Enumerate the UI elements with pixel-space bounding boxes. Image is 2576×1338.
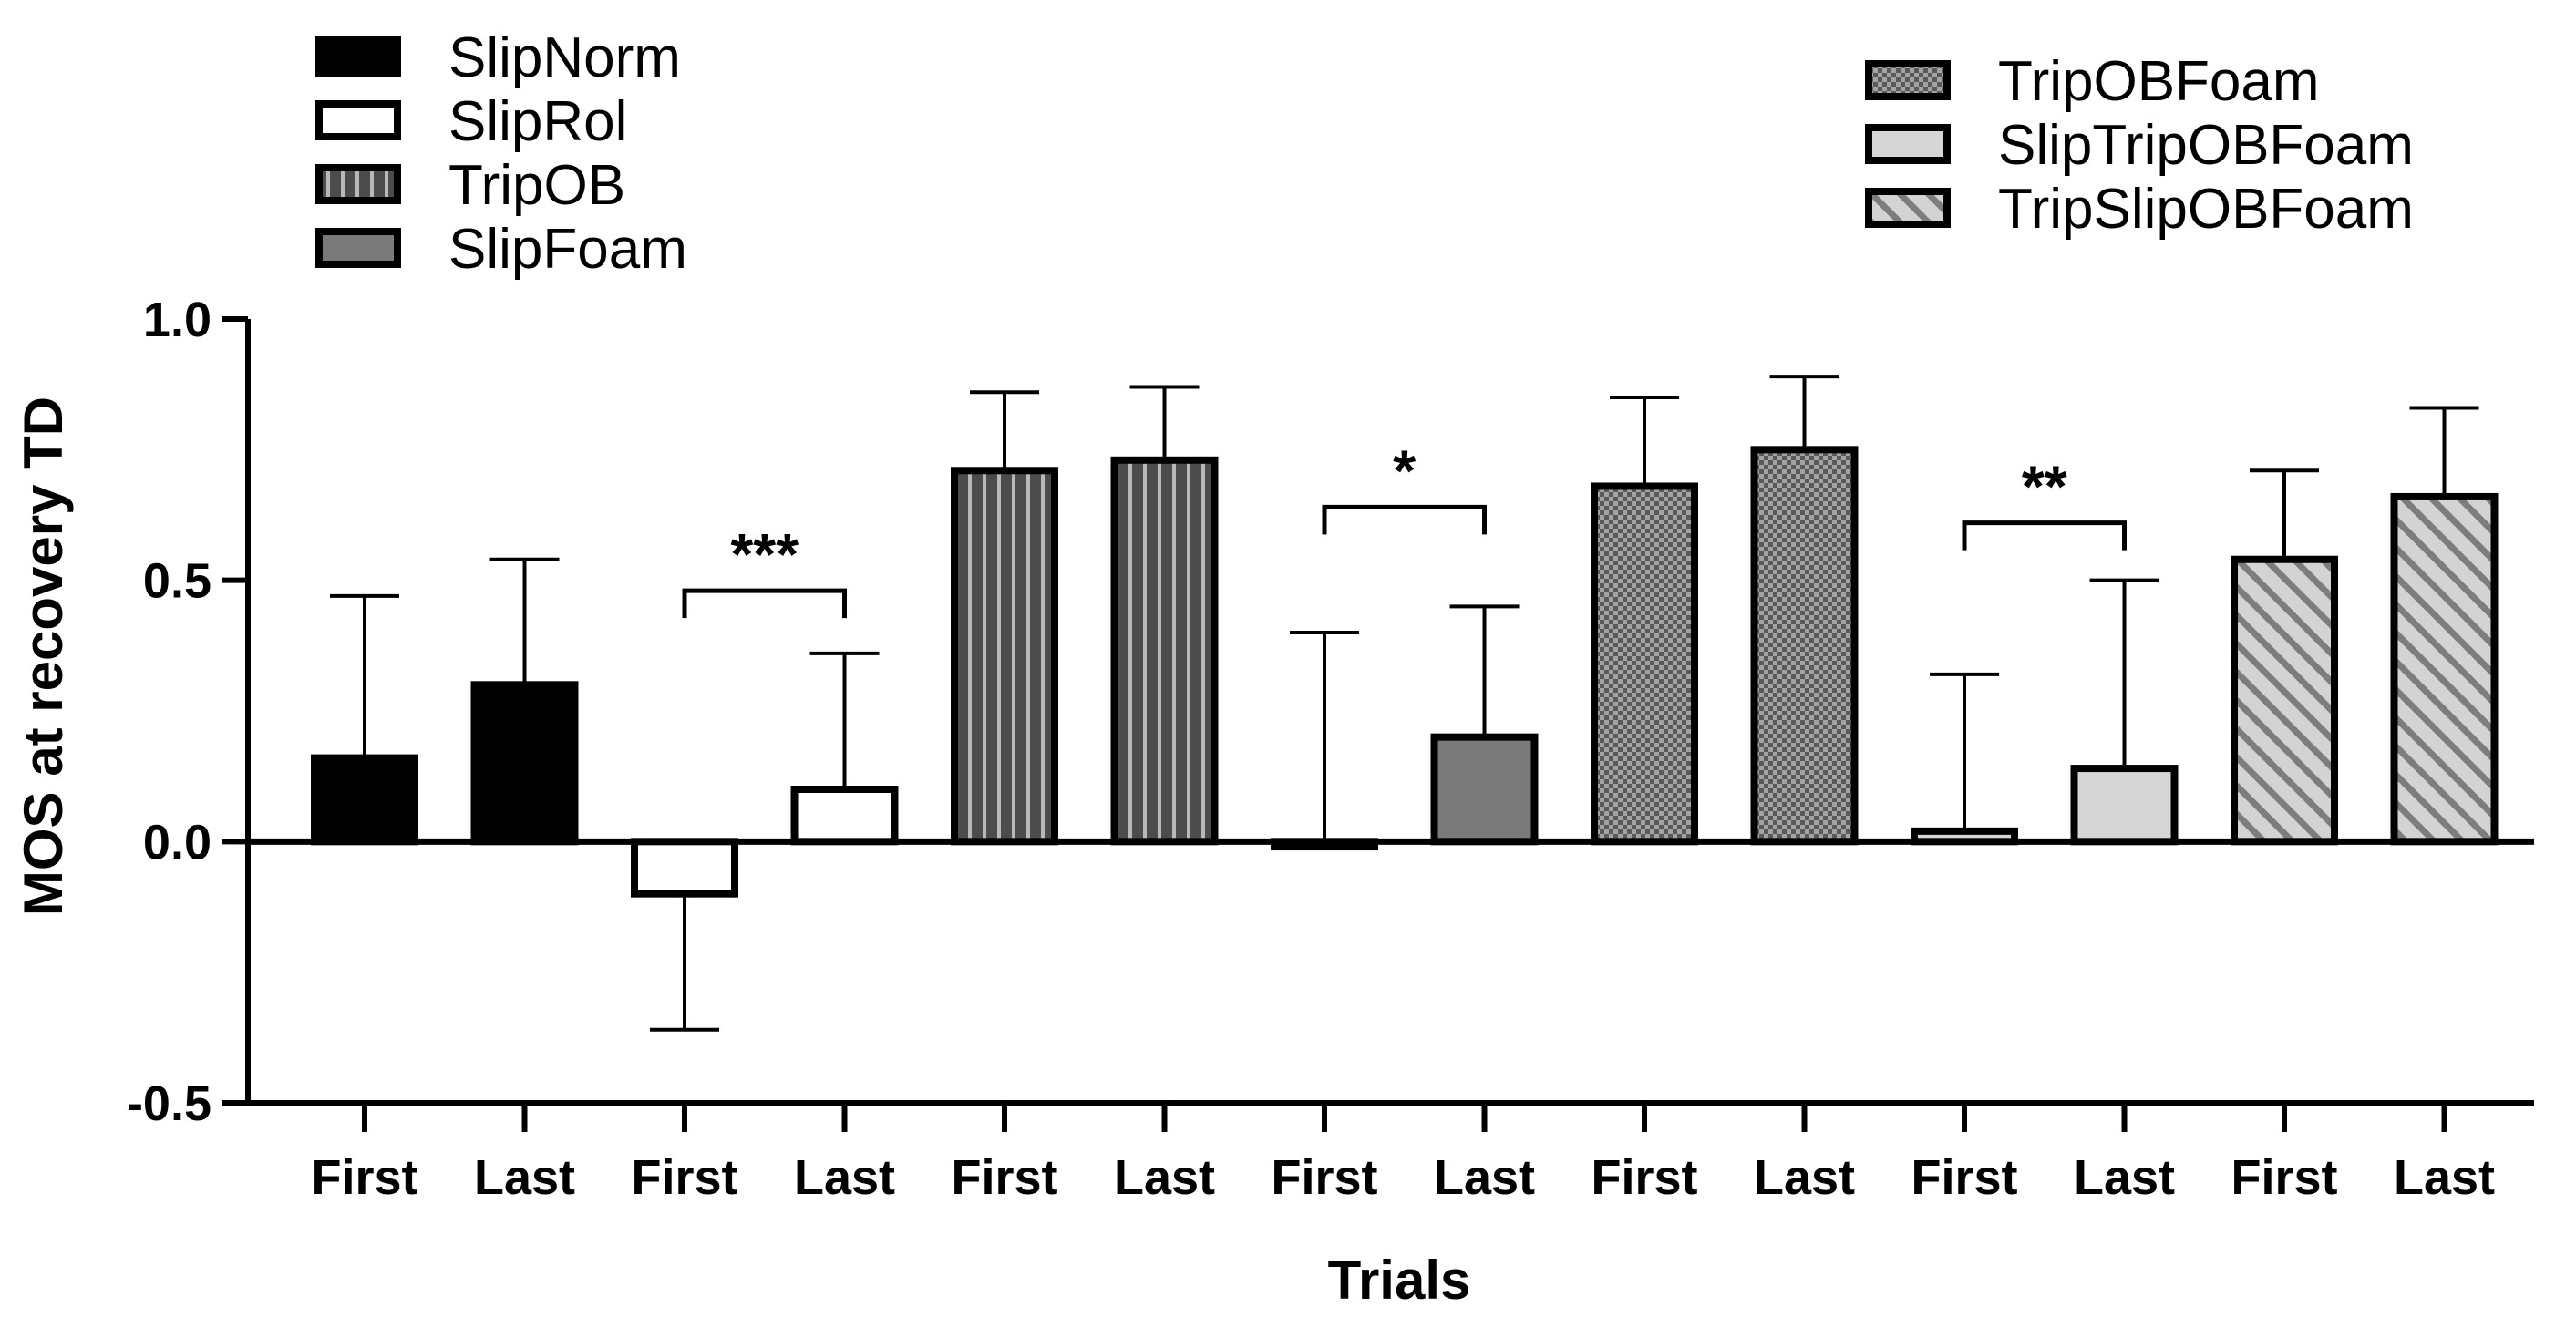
legend-label-sliptripobfoam: SlipTripOBFoam bbox=[1998, 114, 2414, 177]
bar-tripob-first bbox=[951, 467, 1058, 846]
y-axis-title: MOS at recovery TD bbox=[13, 396, 74, 916]
bar-slipnorm-last bbox=[470, 681, 579, 846]
bar-tripobfoam-last bbox=[1750, 446, 1859, 846]
x-tick-label: First bbox=[631, 1150, 737, 1205]
legend-swatch-slipfoam bbox=[315, 228, 401, 268]
x-tick-label: First bbox=[951, 1150, 1057, 1205]
x-tick-label: Last bbox=[1754, 1150, 1855, 1205]
x-tick-label: Last bbox=[474, 1150, 575, 1205]
significance-bracket bbox=[1962, 520, 2127, 551]
bar-sliprol-last bbox=[790, 786, 899, 846]
bar-tripobfoam-first bbox=[1591, 482, 1698, 846]
legend-label-tripslipobfoam: TripSlipOBFoam bbox=[1998, 178, 2414, 241]
legend-swatch-tripob bbox=[315, 164, 401, 204]
significance-bracket bbox=[682, 588, 847, 619]
legend-label-slipfoam: SlipFoam bbox=[448, 218, 687, 281]
x-tick-label: Last bbox=[1434, 1150, 1535, 1205]
bar-sliprol-first bbox=[631, 838, 738, 898]
x-tick-label: Last bbox=[1114, 1150, 1215, 1205]
legend-label-tripobfoam: TripOBFoam bbox=[1998, 50, 2320, 113]
y-tick-label: -0.5 bbox=[127, 1076, 211, 1131]
x-tick-label: First bbox=[2231, 1150, 2337, 1205]
y-tick-label: 1.0 bbox=[143, 293, 211, 347]
legend-label-tripob: TripOB bbox=[448, 154, 625, 217]
significance-label: ** bbox=[2022, 454, 2067, 520]
legend-swatch-slipnorm bbox=[315, 36, 401, 77]
x-tick-label: Last bbox=[2394, 1150, 2495, 1205]
legend-swatch-tripslipobfoam bbox=[1865, 188, 1951, 228]
legend-swatch-sliptripobfoam bbox=[1865, 124, 1951, 164]
x-tick-label: Last bbox=[2074, 1150, 2175, 1205]
legend-swatch-tripobfoam bbox=[1865, 60, 1951, 100]
legend-swatch-sliprol bbox=[315, 100, 401, 140]
x-tick-label: First bbox=[1591, 1150, 1697, 1205]
axes: -0.5 0.0 0.5 1.0 First Last First Last First Last… bbox=[127, 293, 2534, 1205]
x-tick-label: Last bbox=[794, 1150, 895, 1205]
significance-markers: **** ** bbox=[682, 437, 2127, 619]
bar-tripslipobfoam-first bbox=[2231, 555, 2338, 846]
bar-slipnorm-first bbox=[311, 754, 418, 846]
x-tick-label: First bbox=[1911, 1150, 2017, 1205]
bar-slipfoam-last bbox=[1430, 733, 1539, 846]
bar-sliptripobfoam-last bbox=[2070, 765, 2179, 846]
x-tick-label: First bbox=[311, 1150, 417, 1205]
significance-bracket bbox=[1322, 504, 1487, 535]
significance-label: * bbox=[1393, 437, 1416, 503]
legend-label-sliprol: SlipRol bbox=[448, 90, 627, 153]
x-tick-label: First bbox=[1271, 1150, 1377, 1205]
bars bbox=[311, 446, 2499, 898]
x-axis-title: Trials bbox=[1328, 1250, 1471, 1311]
legend-label-slipnorm: SlipNorm bbox=[448, 26, 681, 89]
error-bars bbox=[330, 375, 2479, 1032]
y-tick-label: 0.0 bbox=[143, 815, 211, 870]
bar-tripslipobfoam-last bbox=[2390, 492, 2499, 846]
significance-label: *** bbox=[730, 521, 799, 587]
bar-tripob-last bbox=[1110, 456, 1219, 846]
y-tick-label: 0.5 bbox=[143, 554, 211, 609]
bar-sliptripobfoam-first bbox=[1911, 827, 2018, 846]
